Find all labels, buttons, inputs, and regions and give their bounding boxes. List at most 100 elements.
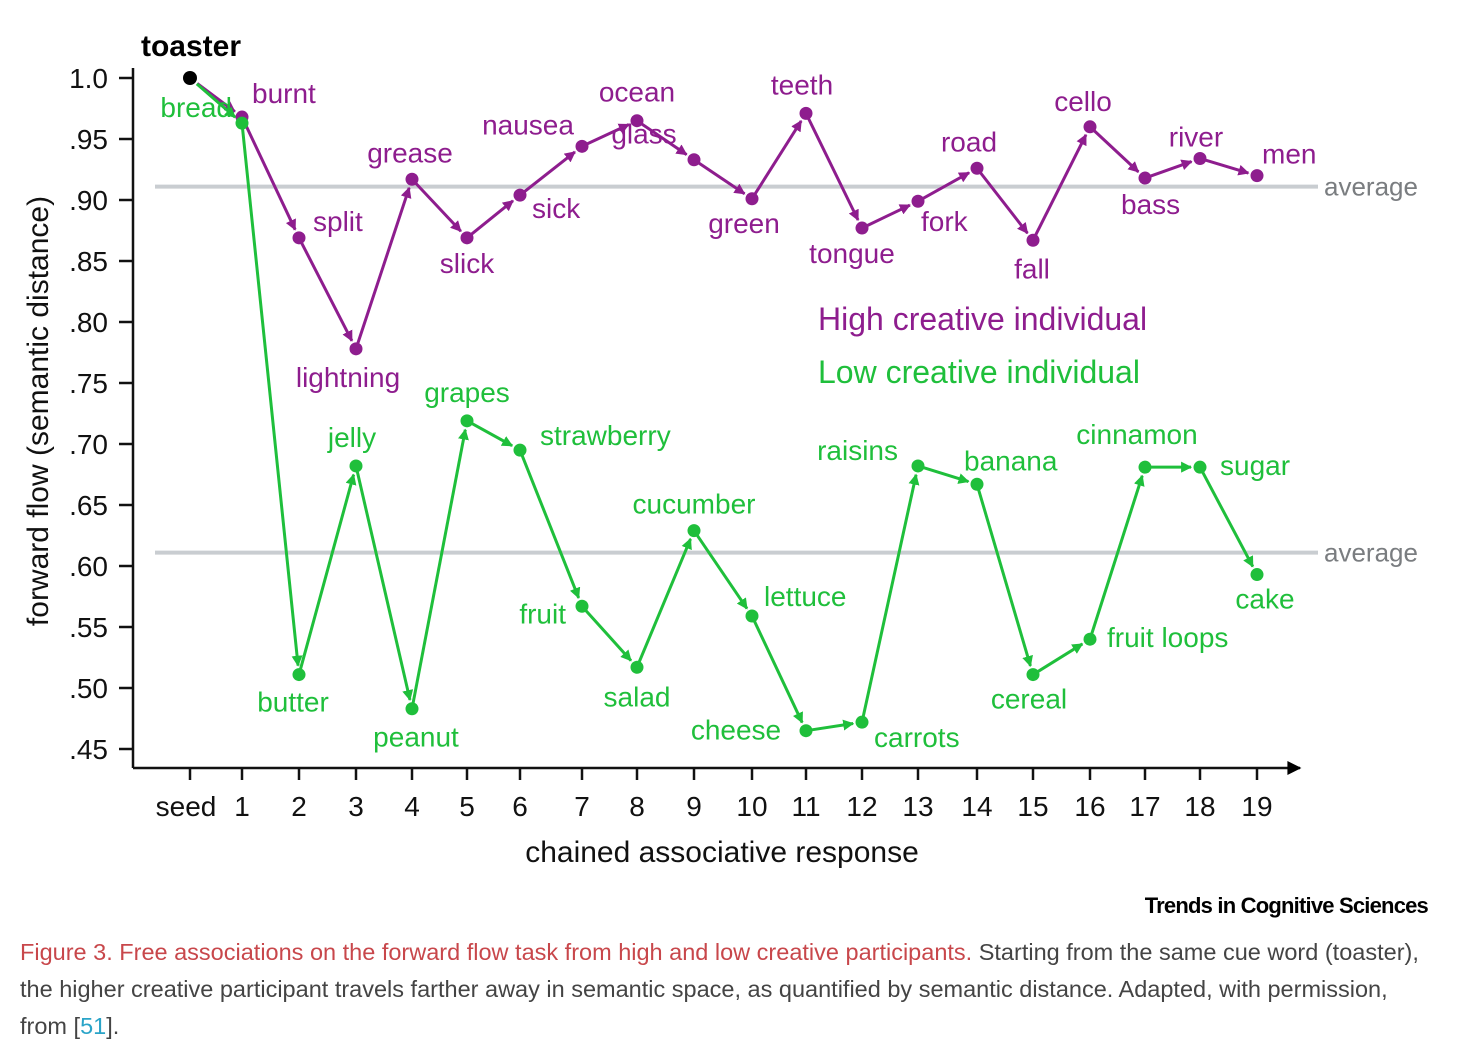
data-point-low xyxy=(911,459,925,473)
word-label-high: ocean xyxy=(599,77,675,108)
flow-arrow-high xyxy=(698,161,746,195)
flow-arrow-low xyxy=(520,455,581,599)
flow-arrow-high xyxy=(523,150,576,193)
x-tick-label: 13 xyxy=(902,791,933,822)
caption-body: Starting from the same cue word (toaster… xyxy=(20,939,1419,1039)
flow-arrow-high xyxy=(470,199,514,236)
caption-reference-link[interactable]: 51 xyxy=(80,1013,107,1039)
y-tick-label: .95 xyxy=(69,124,108,155)
word-label-low: bread xyxy=(160,92,232,123)
data-point-low xyxy=(405,702,419,716)
x-tick-label: 12 xyxy=(846,791,877,822)
y-tick-label: .50 xyxy=(69,673,108,704)
flow-arrow-low xyxy=(299,473,357,670)
x-tick-label: 5 xyxy=(459,791,475,822)
x-tick-label: 3 xyxy=(348,791,364,822)
word-label-high: green xyxy=(708,208,780,239)
x-tick-label: 9 xyxy=(686,791,702,822)
data-point-high xyxy=(460,231,474,245)
word-label-high: bass xyxy=(1121,189,1180,220)
word-label-low: carrots xyxy=(874,722,960,753)
y-axis-title: forward flow (semantic distance) xyxy=(22,196,55,626)
flow-arrow-high xyxy=(1150,159,1193,178)
x-axis-title: chained associative response xyxy=(525,836,919,869)
word-label-low: cake xyxy=(1235,584,1294,615)
word-label-high: lightning xyxy=(296,362,400,393)
flow-arrow-low xyxy=(241,128,303,667)
data-point-high xyxy=(630,114,644,128)
x-tick-label: seed xyxy=(156,791,217,822)
word-label-low: cinnamon xyxy=(1076,419,1197,450)
data-point-low xyxy=(235,116,249,130)
x-tick-label: 4 xyxy=(404,791,420,822)
x-tick-label: 2 xyxy=(291,791,307,822)
x-tick-label: 15 xyxy=(1017,791,1048,822)
word-label-low: salad xyxy=(604,681,671,712)
legend-low-creative: Low creative individual xyxy=(818,354,1140,390)
flow-arrow-low xyxy=(195,82,237,119)
data-point-high xyxy=(405,172,419,186)
word-label-low: cereal xyxy=(991,684,1067,715)
series-low-creative xyxy=(195,82,1264,738)
flow-arrow-high xyxy=(866,203,911,227)
data-point-high xyxy=(687,153,701,167)
data-point-low xyxy=(855,715,869,729)
flow-arrow-low xyxy=(1090,474,1145,634)
word-label-low: banana xyxy=(964,445,1058,476)
average-label-low: average xyxy=(1324,538,1418,568)
flow-arrow-high xyxy=(243,121,297,231)
word-label-low: fruit xyxy=(519,598,566,629)
flow-arrow-low xyxy=(811,719,855,732)
word-label-low: jelly xyxy=(327,422,376,453)
word-label-high: burnt xyxy=(252,78,316,109)
flow-arrow-high xyxy=(415,182,462,233)
word-label-high: river xyxy=(1169,122,1223,153)
average-label-high: average xyxy=(1324,172,1418,202)
data-point-high xyxy=(575,139,589,153)
flow-arrow-low xyxy=(861,473,920,717)
x-tick-label: 10 xyxy=(736,791,767,822)
data-point-high xyxy=(349,342,363,356)
seed-point xyxy=(183,71,197,85)
word-label-low: peanut xyxy=(373,722,459,753)
flow-arrow-high xyxy=(922,171,971,200)
word-label-high: slick xyxy=(440,248,495,279)
data-point-high xyxy=(745,192,759,206)
y-tick-label: .80 xyxy=(69,307,108,338)
flow-arrow-low xyxy=(696,534,749,610)
flow-arrow-high xyxy=(1205,158,1250,176)
x-tick-label: 17 xyxy=(1129,791,1160,822)
y-tick-label: .90 xyxy=(69,185,108,216)
word-label-high: grease xyxy=(367,137,453,168)
flow-arrow-low xyxy=(1037,642,1084,673)
word-label-low: strawberry xyxy=(540,420,671,451)
data-point-low xyxy=(687,524,701,538)
data-point-high xyxy=(1138,171,1152,185)
data-point-high xyxy=(970,161,984,175)
flow-arrow-high xyxy=(586,123,630,146)
seed-word-label: toaster xyxy=(141,30,241,63)
x-tick-label: 1 xyxy=(234,791,250,822)
data-point-high xyxy=(1026,233,1040,247)
data-point-high xyxy=(292,231,306,245)
word-label-high: road xyxy=(941,126,997,157)
x-tick-label: 14 xyxy=(961,791,992,822)
data-point-high xyxy=(855,221,869,235)
forward-flow-chart: average average 1.0 .95 .90 .85 .80 .75 .70 .65.… xyxy=(22,30,1418,869)
data-point-low xyxy=(799,724,813,738)
word-label-high: glass xyxy=(611,119,676,150)
flow-arrow-low xyxy=(977,489,1033,668)
x-tick-label: 7 xyxy=(574,791,590,822)
flow-arrow-low xyxy=(753,620,804,724)
flow-arrow-low xyxy=(411,428,469,704)
word-label-low: butter xyxy=(257,687,329,718)
word-label-low: grapes xyxy=(424,377,510,408)
word-label-low: lettuce xyxy=(764,581,847,612)
flow-arrow-high xyxy=(1093,129,1140,174)
data-point-low xyxy=(1026,668,1040,682)
data-point-low xyxy=(1193,460,1207,474)
data-point-low xyxy=(630,660,644,674)
data-point-low xyxy=(575,599,589,613)
flow-arrow-low xyxy=(471,422,514,448)
flow-arrow-low xyxy=(1201,471,1255,568)
